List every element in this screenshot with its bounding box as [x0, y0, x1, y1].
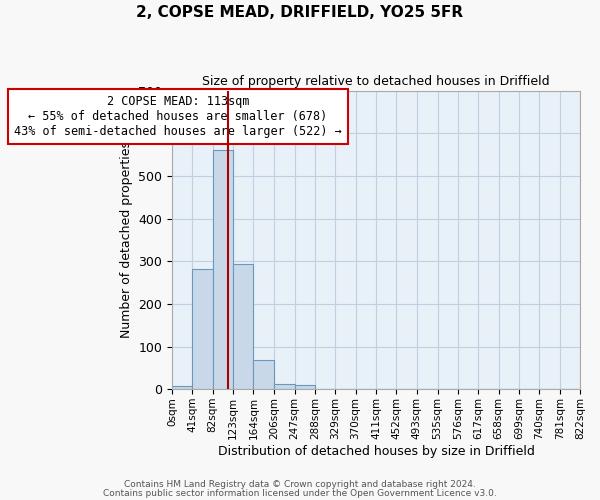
Text: 2, COPSE MEAD, DRIFFIELD, YO25 5FR: 2, COPSE MEAD, DRIFFIELD, YO25 5FR: [136, 5, 464, 20]
Text: 2 COPSE MEAD: 113sqm
← 55% of detached houses are smaller (678)
43% of semi-deta: 2 COPSE MEAD: 113sqm ← 55% of detached h…: [14, 95, 342, 138]
Bar: [172, 386, 192, 389]
Text: Contains HM Land Registry data © Crown copyright and database right 2024.: Contains HM Land Registry data © Crown c…: [124, 480, 476, 489]
Bar: [274, 384, 295, 389]
Bar: [253, 360, 274, 389]
Y-axis label: Number of detached properties: Number of detached properties: [119, 142, 133, 338]
Bar: [212, 150, 233, 389]
Bar: [233, 264, 253, 389]
Bar: [295, 385, 315, 389]
Text: Contains public sector information licensed under the Open Government Licence v3: Contains public sector information licen…: [103, 488, 497, 498]
Title: Size of property relative to detached houses in Driffield: Size of property relative to detached ho…: [202, 75, 550, 88]
Bar: [192, 269, 212, 389]
X-axis label: Distribution of detached houses by size in Driffield: Distribution of detached houses by size …: [218, 444, 535, 458]
